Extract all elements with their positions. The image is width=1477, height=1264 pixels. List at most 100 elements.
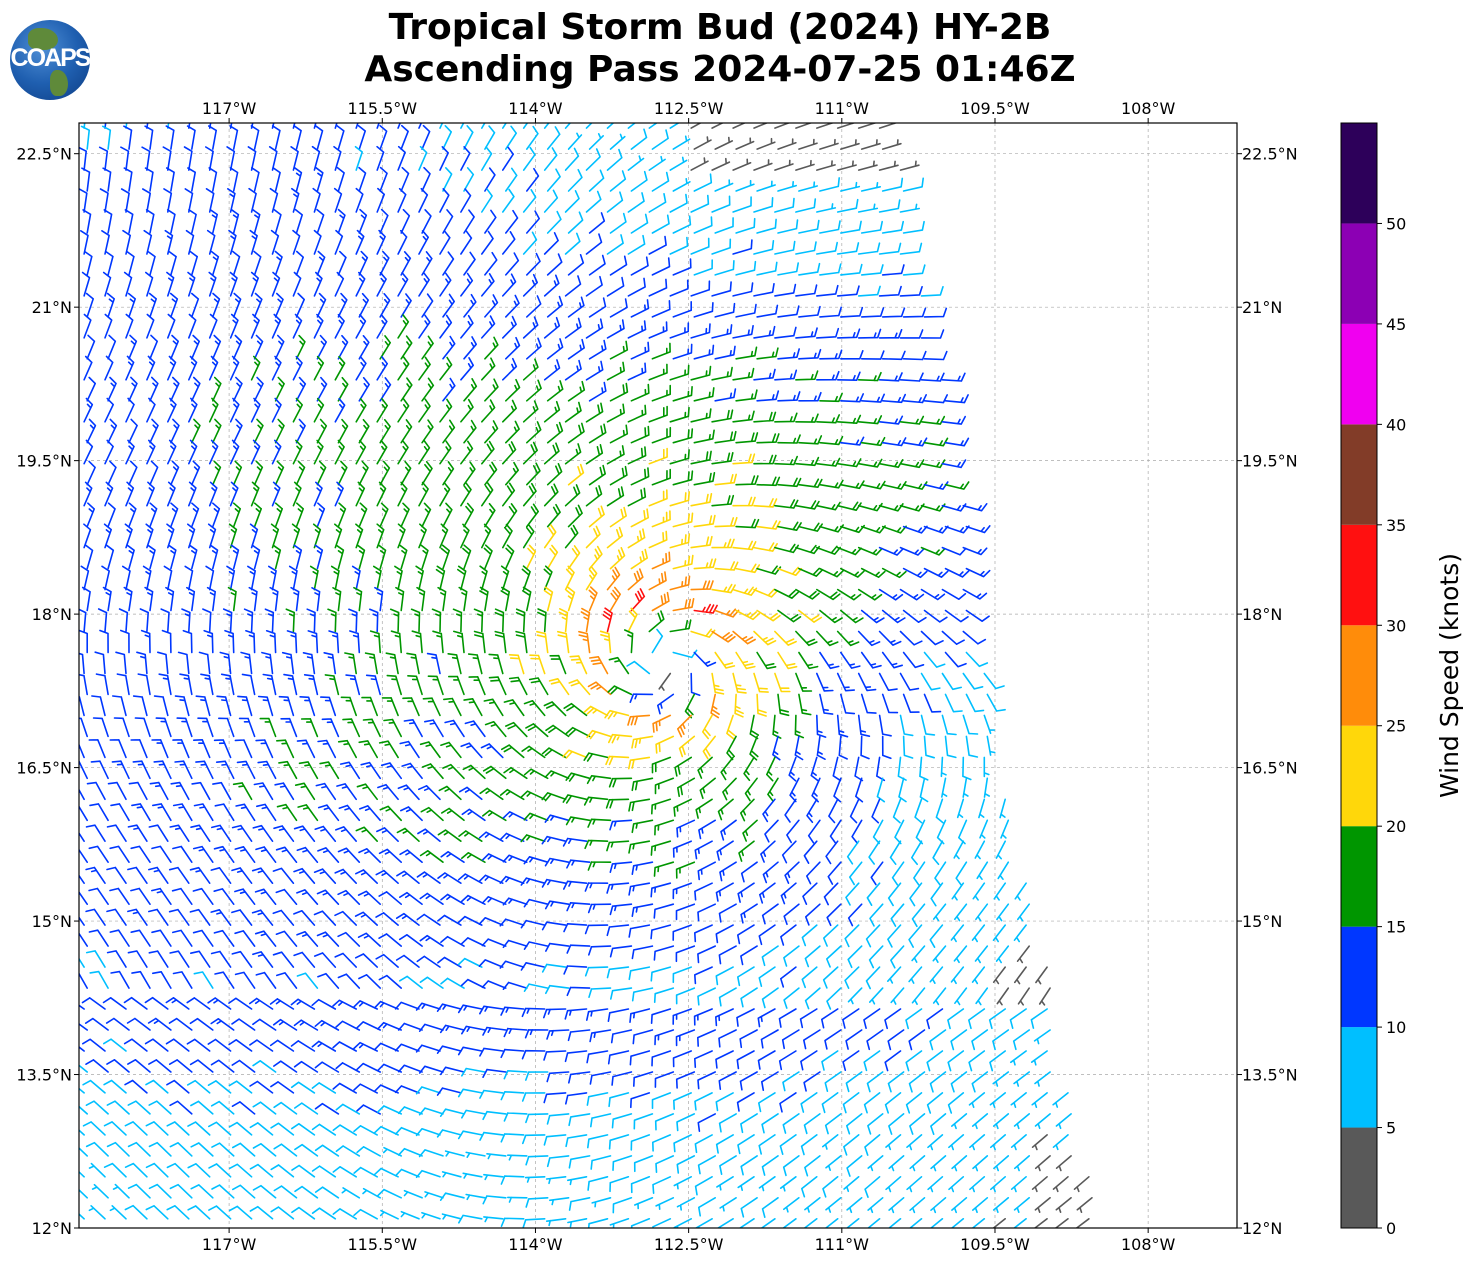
wind-barb [857, 371, 882, 382]
wind-barb [694, 840, 713, 860]
wind-barb [272, 1018, 298, 1031]
wind-barb [285, 608, 295, 633]
wind-barb [606, 486, 625, 507]
wind-barb [774, 499, 799, 509]
wind-barb [416, 586, 426, 612]
wind-barb [86, 781, 106, 801]
wind-barb [165, 586, 175, 612]
wind-barb [726, 714, 736, 740]
wind-barb [651, 384, 671, 402]
wind-barb [337, 973, 361, 989]
wind-barb [297, 804, 319, 822]
wind-barb [716, 840, 734, 861]
wind-barb [526, 503, 539, 528]
wind-barb [714, 302, 736, 318]
wind-barb [569, 655, 588, 675]
wind-barb [740, 945, 758, 966]
wind-barb [149, 781, 169, 801]
wind-barb [612, 1155, 633, 1171]
x-tick-label-top: 117°W [202, 99, 257, 118]
wind-barb [878, 415, 904, 425]
wind-barb [458, 830, 483, 842]
wind-barb [965, 567, 991, 578]
wind-barb [606, 840, 630, 852]
wind-barb [944, 394, 969, 404]
wind-barb [82, 209, 92, 234]
wind-barb [435, 565, 446, 591]
wind-barb [190, 1142, 214, 1157]
wind-barb [651, 510, 671, 528]
wind-barb [630, 299, 650, 318]
wind-barb [148, 292, 157, 318]
wind-barb [878, 285, 902, 297]
wind-barb [79, 146, 87, 171]
wind-barb [441, 807, 465, 822]
wind-barb [295, 292, 305, 318]
wind-barb [836, 630, 860, 647]
wind-barb [565, 726, 591, 738]
wind-barb [253, 334, 264, 360]
wind-barb [448, 675, 465, 696]
wind-barb [630, 1092, 651, 1109]
wind-barb [422, 697, 441, 717]
wind-barb [753, 123, 769, 129]
wind-barb [857, 714, 871, 737]
wind-barb [732, 196, 752, 213]
wind-barb [296, 972, 319, 989]
wind-barb [500, 1048, 525, 1059]
wind-barb [79, 629, 88, 654]
wind-barb [975, 987, 989, 1006]
wind-barb [356, 1146, 381, 1157]
wind-barb [312, 187, 321, 213]
wind-barb [777, 521, 802, 531]
wind-barb [505, 125, 517, 150]
wind-barb [521, 1049, 546, 1060]
wind-barb [860, 735, 870, 760]
wind-barb [500, 1175, 525, 1185]
wind-barb [85, 908, 106, 926]
wind-barb [546, 210, 562, 234]
wind-barb [669, 533, 691, 549]
wind-barb [627, 404, 647, 423]
wind-barb [971, 966, 986, 985]
wind-barb [783, 1197, 800, 1213]
wind-barb [932, 987, 947, 1006]
wind-barb [690, 535, 713, 549]
wind-barb [463, 251, 476, 276]
wind-barb [415, 1044, 441, 1053]
wind-barb [440, 935, 465, 947]
wind-barb [794, 714, 805, 739]
wind-barb [764, 819, 779, 843]
wind-barb [630, 425, 650, 444]
wind-barb [562, 794, 588, 804]
wind-barb [505, 378, 521, 402]
wind-barb [878, 160, 899, 171]
wind-barb [798, 348, 822, 360]
wind-barb [436, 1003, 462, 1012]
wind-barb [777, 181, 797, 192]
wind-barb [166, 209, 176, 234]
wind-barb [335, 1145, 361, 1157]
wind-barb [166, 1162, 190, 1178]
wind-barb [675, 903, 696, 921]
wind-barb [270, 1122, 295, 1136]
wind-barb [697, 1029, 716, 1047]
wind-barb [840, 609, 864, 624]
wind-barb [716, 1218, 734, 1228]
wind-barb [334, 868, 357, 884]
wind-barb [358, 418, 370, 444]
wind-barb [840, 651, 861, 669]
wind-barb [821, 1050, 839, 1071]
wind-barb [1009, 1008, 1027, 1029]
wind-barb [753, 672, 769, 693]
wind-barb [104, 481, 114, 507]
wind-barb [106, 908, 127, 926]
wind-barb [739, 1071, 758, 1091]
wind-barb [275, 846, 298, 863]
wind-barb [85, 824, 106, 842]
wind-barb [867, 1113, 884, 1135]
wind-barb [86, 460, 96, 486]
wind-barb [898, 777, 907, 803]
wind-barb [807, 819, 821, 844]
wind-barb [609, 945, 633, 958]
